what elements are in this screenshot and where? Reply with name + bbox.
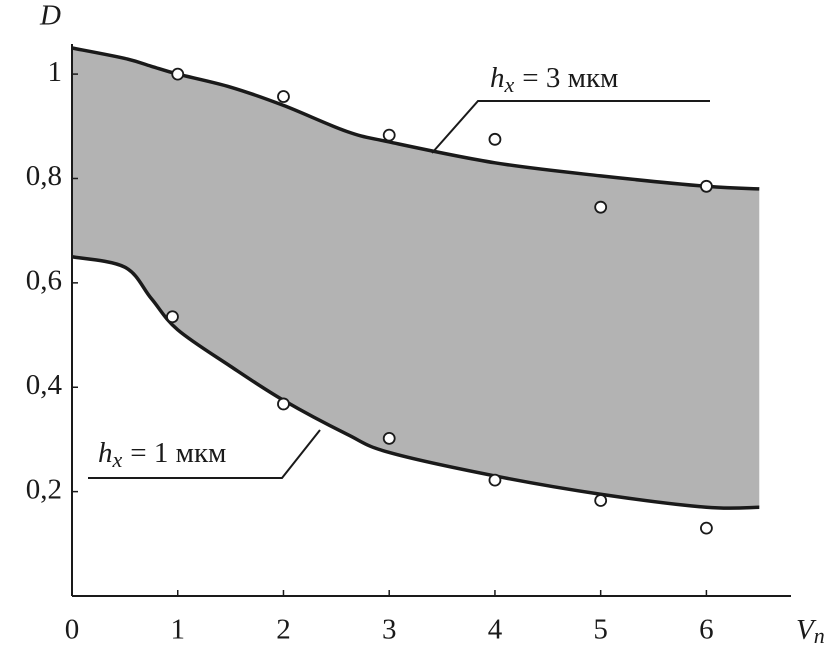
data-point bbox=[382, 431, 396, 445]
annotation-h: h bbox=[98, 437, 113, 469]
data-point bbox=[700, 179, 713, 193]
data-point bbox=[700, 521, 713, 535]
annotation: hx = 1 мкм bbox=[98, 437, 226, 472]
x-tick-label: 1 bbox=[170, 614, 185, 646]
y-tick-label: 1 bbox=[48, 56, 63, 88]
data-point bbox=[277, 397, 290, 411]
annotation-sub: x bbox=[112, 447, 123, 472]
data-point bbox=[171, 67, 185, 81]
data-point bbox=[488, 132, 502, 146]
annotation-rest: = 1 мкм bbox=[130, 437, 226, 469]
curve bbox=[71, 255, 760, 510]
data-point bbox=[166, 310, 179, 324]
annotation-rest: = 3 мкм bbox=[522, 62, 618, 94]
y-tick-label: 0,6 bbox=[26, 265, 62, 297]
data-point bbox=[594, 494, 608, 507]
x-tick-label: 6 bbox=[699, 614, 714, 646]
curve bbox=[71, 46, 760, 191]
data-point bbox=[277, 90, 290, 103]
x-tick-label: 0 bbox=[65, 614, 80, 646]
x-tick-label: 2 bbox=[276, 614, 291, 646]
data-point bbox=[382, 128, 396, 142]
x-tick-label: 5 bbox=[593, 614, 608, 646]
y-tick-label: 0,8 bbox=[26, 160, 62, 192]
y-tick-label: 0,4 bbox=[26, 369, 63, 401]
data-point bbox=[594, 200, 608, 214]
leader-line bbox=[431, 100, 710, 154]
annotation: hx = 3 мкм bbox=[490, 62, 618, 97]
band-fill bbox=[72, 48, 760, 509]
x-tick-label: 3 bbox=[382, 614, 397, 646]
leader-line bbox=[88, 429, 321, 479]
x-axis-label: Vп bbox=[796, 614, 825, 648]
data-point bbox=[488, 473, 502, 487]
y-axis-label: D bbox=[39, 0, 61, 32]
annotation-sub: x bbox=[504, 72, 515, 97]
y-tick-label: 0,2 bbox=[26, 473, 62, 505]
x-tick-label: 4 bbox=[488, 614, 503, 646]
annotation-h: h bbox=[490, 62, 505, 94]
